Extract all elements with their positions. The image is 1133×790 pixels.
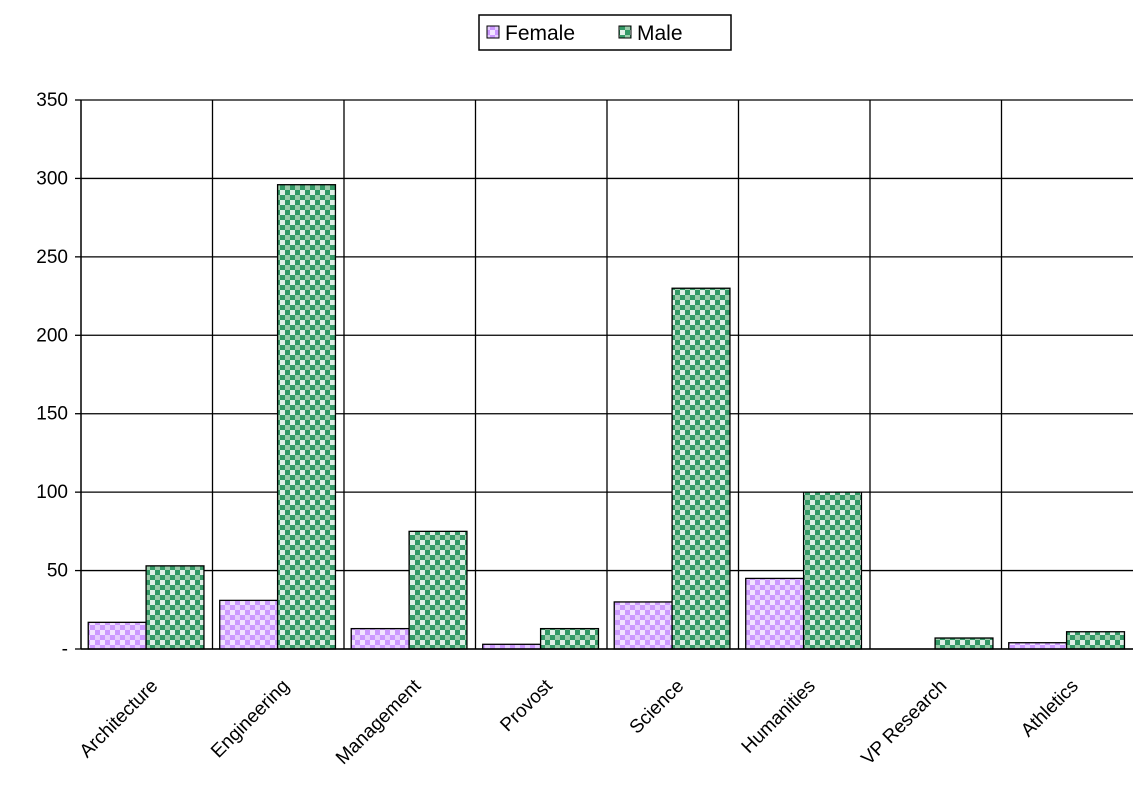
y-axis-labels: - 50 100 150 200 250 300 350 xyxy=(36,90,68,660)
bar-male-management xyxy=(408,530,468,650)
x-tick-label: Architecture xyxy=(76,676,163,763)
bar-female-science xyxy=(613,601,673,650)
bar-female-management xyxy=(350,627,410,650)
bar-male-provost xyxy=(539,627,600,650)
x-axis-labels: Architecture Engineering Management Provost… xyxy=(76,675,1083,769)
x-tick-label: Athletics xyxy=(1017,676,1083,742)
legend: Female Male xyxy=(478,14,732,51)
x-tick-label: Science xyxy=(626,676,689,739)
x-tick-label: Management xyxy=(332,675,426,769)
x-tick-label: VP Research xyxy=(858,676,952,770)
bar-male-athletics xyxy=(1065,631,1126,650)
y-tick-label: 200 xyxy=(36,325,68,346)
bar-male-architecture xyxy=(145,565,205,650)
y-tick-label: 100 xyxy=(36,482,68,503)
legend-swatch-female xyxy=(486,25,500,39)
bar-male-science xyxy=(671,287,731,650)
bar-male-engineering xyxy=(276,184,337,650)
x-tick-label: Engineering xyxy=(207,676,294,763)
y-tick-label: 250 xyxy=(36,247,68,268)
legend-swatch-male xyxy=(618,25,632,39)
y-tick-label: - xyxy=(62,639,68,660)
y-tick-label: 350 xyxy=(36,90,68,111)
gridlines xyxy=(81,99,1133,650)
bar-female-humanities xyxy=(745,577,805,650)
y-tick-label: 300 xyxy=(36,168,68,189)
bar-female-architecture xyxy=(87,621,147,650)
bar-female-athletics xyxy=(1008,642,1068,650)
bar-female-engineering xyxy=(219,599,279,650)
x-tick-label: Provost xyxy=(496,675,557,736)
y-tick-label: 150 xyxy=(36,404,68,425)
bar-male-vp-research xyxy=(934,637,994,650)
legend-box xyxy=(478,14,732,51)
x-tick-label: Humanities xyxy=(738,676,820,758)
legend-label-female: Female xyxy=(505,22,575,45)
legend-label-male: Male xyxy=(637,22,683,45)
bars xyxy=(87,184,1126,650)
axes xyxy=(75,99,1133,650)
y-tick-label: 50 xyxy=(47,561,68,582)
bar-male-humanities xyxy=(802,491,863,650)
